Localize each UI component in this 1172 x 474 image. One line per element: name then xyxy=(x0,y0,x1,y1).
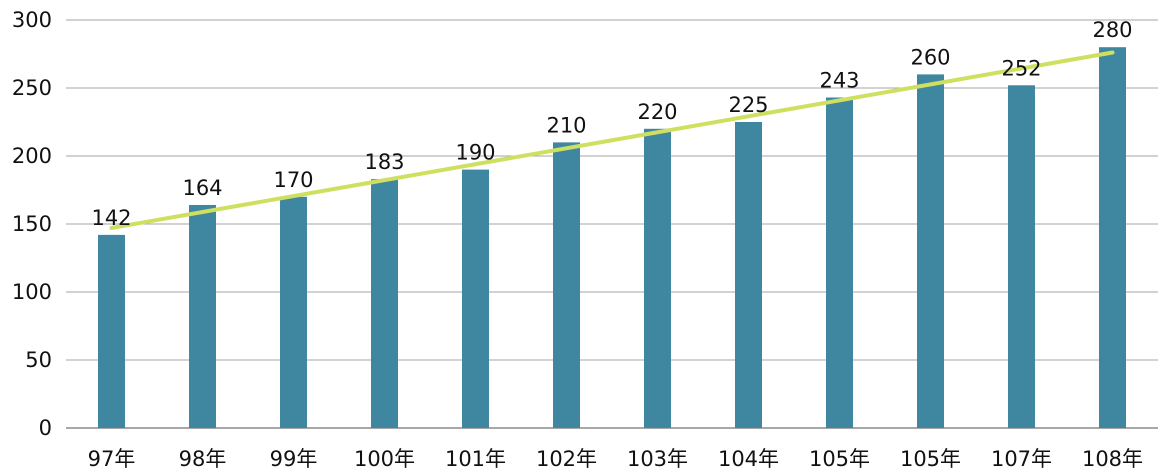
bar xyxy=(826,97,853,429)
x-tick-label: 103年 xyxy=(627,447,688,471)
data-label: 190 xyxy=(455,141,495,165)
data-label: 260 xyxy=(910,45,950,69)
x-tick-label: 102年 xyxy=(536,447,597,471)
x-axis: 97年 98年 99年 100年 101年 102年 103年 104年 105年 105年 107… xyxy=(88,447,1143,471)
data-label: 252 xyxy=(1001,56,1041,80)
bar xyxy=(189,204,216,428)
data-label: 280 xyxy=(1092,18,1132,42)
data-label: 183 xyxy=(364,150,404,174)
y-tick-label: 100 xyxy=(12,280,52,304)
bar xyxy=(462,169,489,428)
bar xyxy=(1099,47,1126,428)
y-tick-label: 300 xyxy=(12,8,52,32)
bar xyxy=(917,74,944,429)
x-tick-label: 108年 xyxy=(1082,447,1143,471)
y-tick-label: 250 xyxy=(12,76,52,100)
x-tick-label: 100年 xyxy=(354,447,415,471)
x-tick-label: 104年 xyxy=(718,447,779,471)
y-tick-label: 150 xyxy=(12,212,52,236)
data-label: 243 xyxy=(819,69,859,93)
bar xyxy=(735,122,762,428)
data-label: 142 xyxy=(91,206,131,230)
bar xyxy=(98,234,125,428)
bar xyxy=(280,196,307,428)
x-tick-label: 97年 xyxy=(88,447,136,471)
trend-line xyxy=(109,50,1115,230)
y-tick-label: 50 xyxy=(25,348,52,372)
y-tick-label: 200 xyxy=(12,144,52,168)
y-tick-label: 0 xyxy=(39,416,52,440)
trend-line-layer xyxy=(109,50,1115,230)
bar-series xyxy=(98,47,1126,429)
bar xyxy=(371,179,398,428)
data-label: 164 xyxy=(182,176,222,200)
data-labels: 142 164 170 183 190 210 220 225 243 260 252 280 xyxy=(91,18,1132,230)
y-axis: 0 50 100 150 200 250 300 xyxy=(12,8,52,440)
data-label: 225 xyxy=(728,93,768,117)
x-tick-label: 98年 xyxy=(179,447,227,471)
data-label: 210 xyxy=(546,113,586,137)
data-label: 220 xyxy=(637,100,677,124)
x-tick-label: 107年 xyxy=(991,447,1052,471)
x-tick-label: 99年 xyxy=(270,447,318,471)
grid-lines xyxy=(66,19,1158,429)
x-tick-label: 105年 xyxy=(809,447,870,471)
x-tick-label: 101年 xyxy=(445,447,506,471)
bar xyxy=(553,142,580,428)
data-label: 170 xyxy=(273,168,313,192)
bar xyxy=(1008,85,1035,428)
x-tick-label: 105年 xyxy=(900,447,961,471)
bar xyxy=(644,128,671,429)
